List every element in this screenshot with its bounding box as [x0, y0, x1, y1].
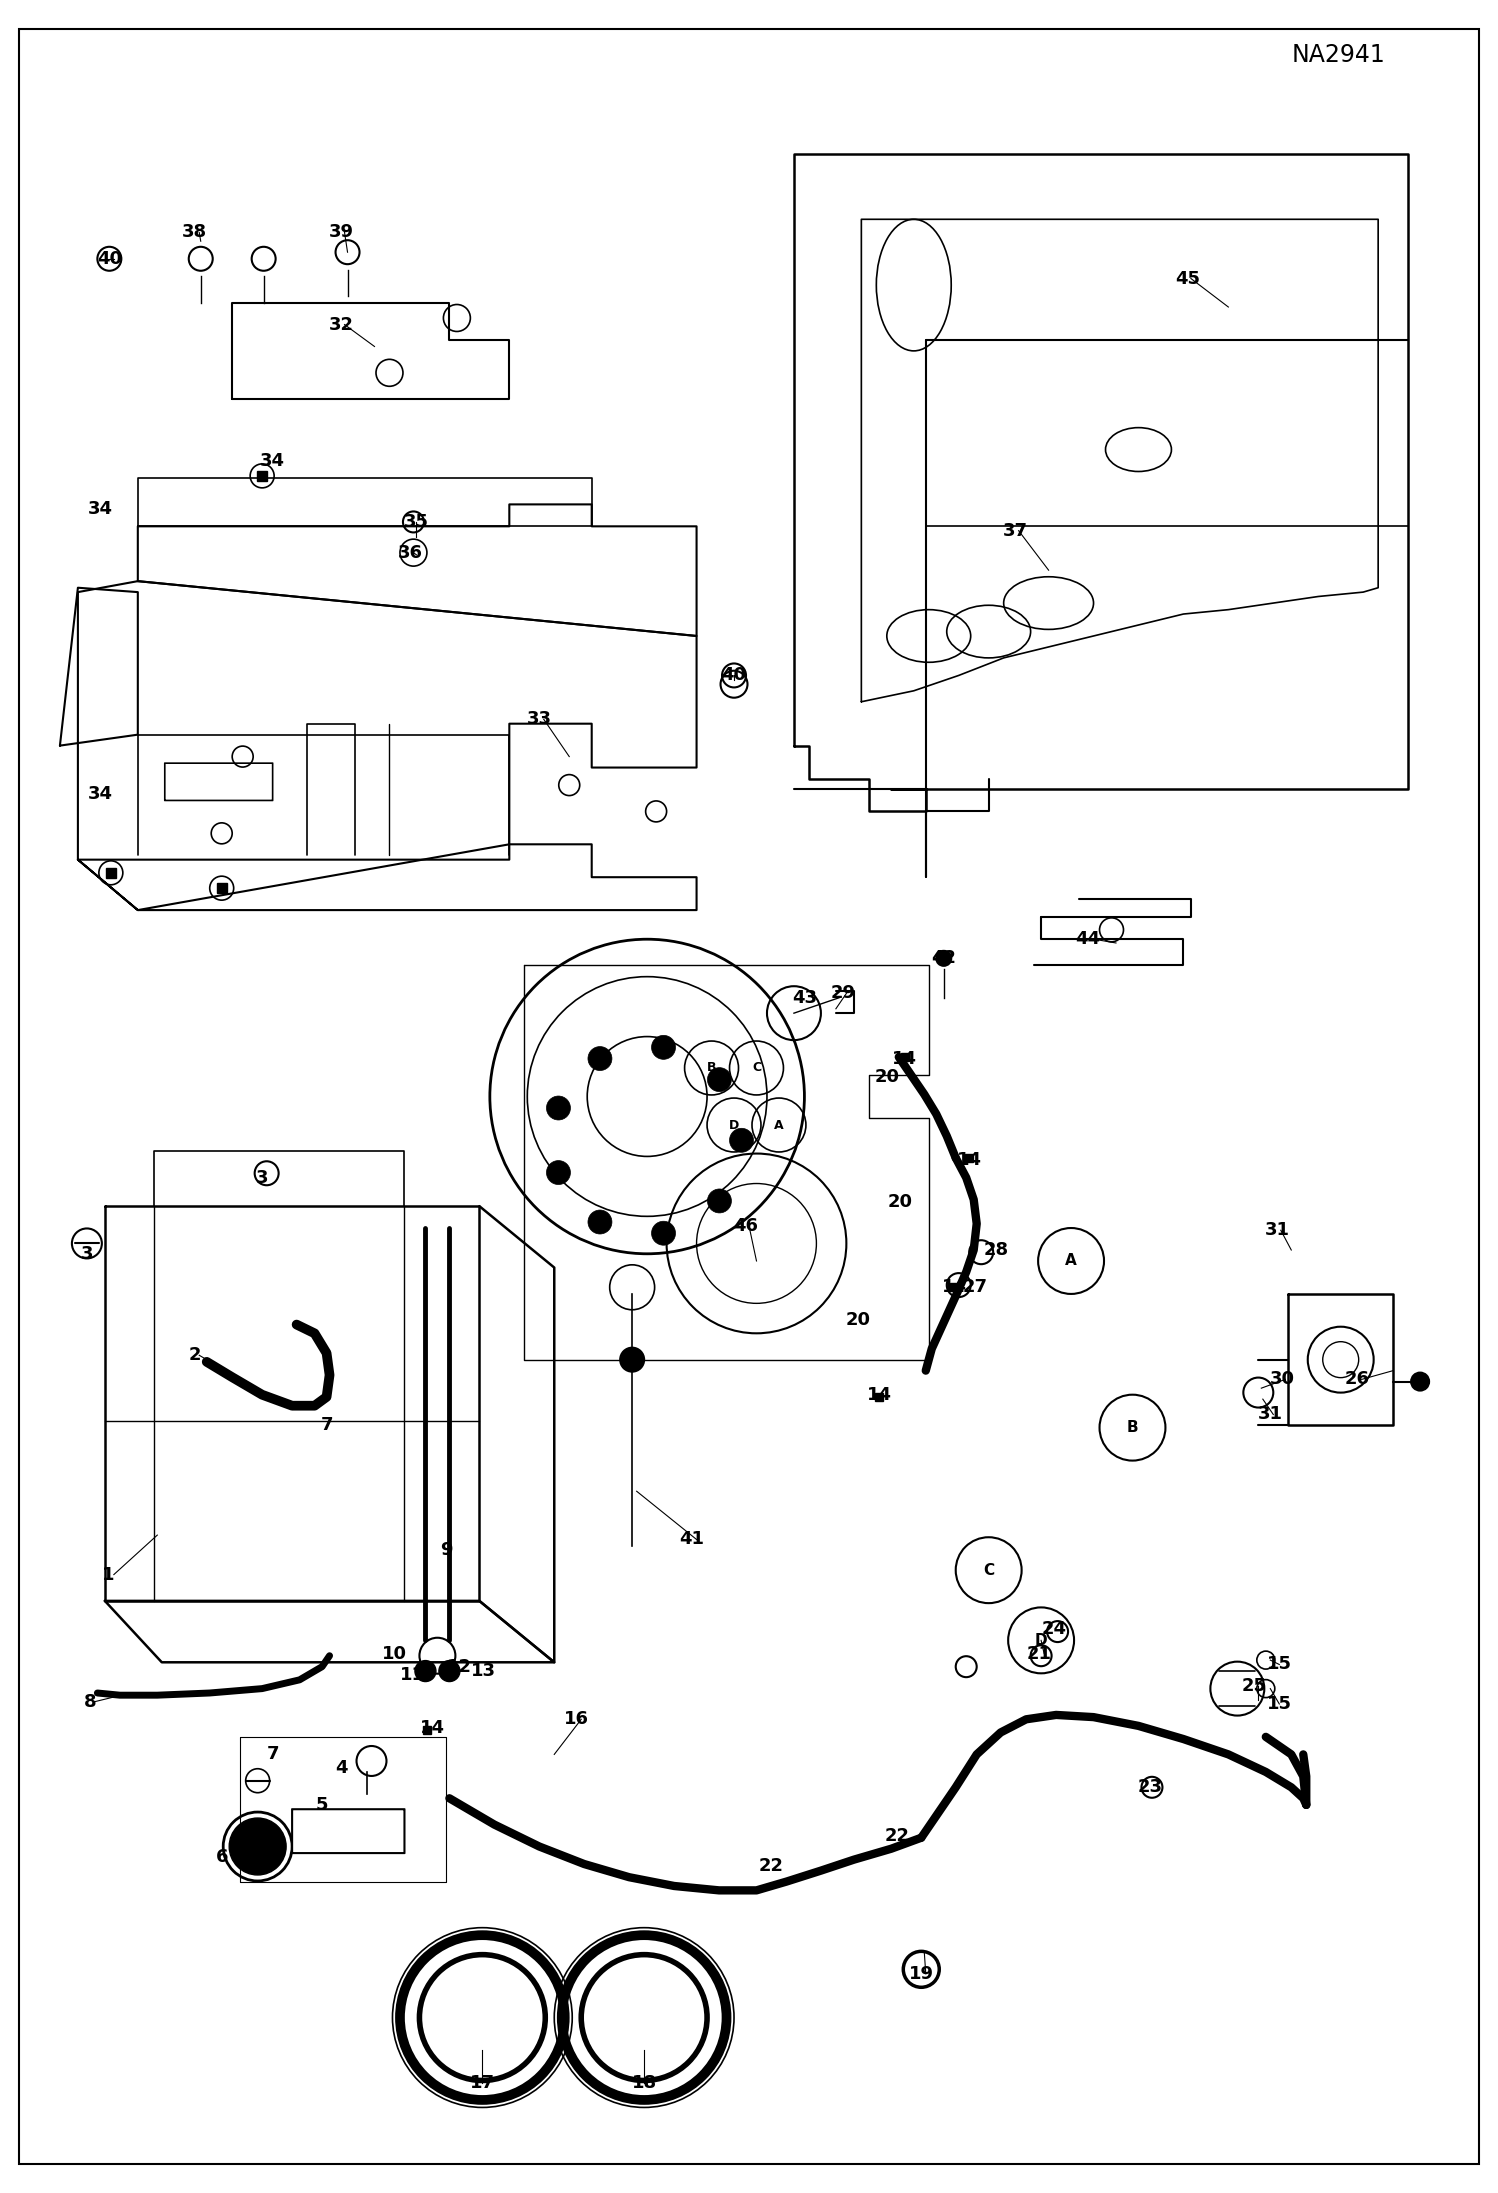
Text: 3: 3 — [256, 1169, 268, 1186]
Text: NA2941: NA2941 — [1291, 44, 1386, 66]
Text: 26: 26 — [1345, 1371, 1369, 1388]
Text: 18: 18 — [632, 2075, 656, 2092]
Circle shape — [415, 1660, 436, 1682]
Bar — [875, 1393, 884, 1401]
Text: 46: 46 — [734, 1217, 758, 1235]
Text: 7: 7 — [321, 1417, 333, 1434]
Circle shape — [439, 1660, 460, 1682]
Text: 28: 28 — [984, 1241, 1008, 1259]
Text: 17: 17 — [470, 2075, 494, 2092]
Text: 34: 34 — [88, 785, 112, 803]
Text: C: C — [983, 1564, 995, 1577]
Text: 11: 11 — [400, 1667, 424, 1684]
Text: 4: 4 — [336, 1759, 348, 1776]
Text: 15: 15 — [1267, 1695, 1291, 1713]
Text: 43: 43 — [792, 989, 816, 1007]
Circle shape — [936, 952, 951, 965]
Text: 13: 13 — [472, 1662, 496, 1680]
Circle shape — [620, 1349, 644, 1371]
Text: 35: 35 — [404, 513, 428, 531]
Text: 34: 34 — [261, 452, 285, 469]
Text: 20: 20 — [888, 1193, 912, 1211]
Text: 14: 14 — [867, 1386, 891, 1404]
Circle shape — [229, 1818, 286, 1875]
FancyBboxPatch shape — [165, 763, 273, 800]
Text: 40: 40 — [722, 667, 746, 684]
Text: 39: 39 — [330, 224, 354, 241]
Circle shape — [730, 1129, 753, 1151]
Bar — [106, 868, 115, 877]
Text: 23: 23 — [1138, 1779, 1162, 1796]
Text: 12: 12 — [448, 1658, 472, 1675]
Text: 14: 14 — [942, 1279, 966, 1296]
Circle shape — [652, 1222, 676, 1246]
Text: 6: 6 — [216, 1849, 228, 1866]
Text: 42: 42 — [932, 950, 956, 967]
Text: 41: 41 — [680, 1531, 704, 1548]
Text: 45: 45 — [1176, 270, 1200, 287]
Text: 32: 32 — [330, 316, 354, 333]
Text: 7: 7 — [267, 1746, 279, 1763]
Text: 19: 19 — [909, 1965, 933, 1982]
Text: D: D — [730, 1118, 739, 1132]
Text: 36: 36 — [398, 544, 422, 561]
Circle shape — [587, 1211, 613, 1235]
Circle shape — [547, 1096, 571, 1121]
Text: 31: 31 — [1266, 1222, 1290, 1239]
Text: 37: 37 — [1004, 522, 1028, 539]
Text: 5: 5 — [316, 1796, 328, 1814]
Bar — [258, 471, 267, 480]
Bar — [950, 1283, 959, 1292]
FancyBboxPatch shape — [292, 1809, 404, 1853]
Text: 30: 30 — [1270, 1371, 1294, 1388]
Text: 3: 3 — [81, 1246, 93, 1263]
Text: A: A — [774, 1118, 783, 1132]
Bar — [900, 1053, 909, 1061]
Text: C: C — [752, 1061, 761, 1075]
Text: 22: 22 — [885, 1827, 909, 1844]
Text: 44: 44 — [1076, 930, 1100, 947]
Text: 2: 2 — [189, 1347, 201, 1364]
Text: 9: 9 — [440, 1542, 452, 1559]
Circle shape — [707, 1068, 731, 1092]
Text: 33: 33 — [527, 711, 551, 728]
Text: 10: 10 — [382, 1645, 406, 1662]
Text: B: B — [707, 1061, 716, 1075]
Text: 1: 1 — [102, 1566, 114, 1583]
Text: 24: 24 — [1043, 1621, 1067, 1638]
Text: 25: 25 — [1242, 1678, 1266, 1695]
Text: 14: 14 — [957, 1151, 981, 1169]
Bar — [217, 884, 226, 893]
Circle shape — [652, 1035, 676, 1059]
Text: 21: 21 — [1028, 1645, 1052, 1662]
Text: 16: 16 — [565, 1711, 589, 1728]
Circle shape — [547, 1160, 571, 1184]
Text: B: B — [1126, 1421, 1138, 1434]
Circle shape — [707, 1189, 731, 1213]
Text: 29: 29 — [831, 985, 855, 1002]
Text: D: D — [1035, 1634, 1047, 1647]
Text: 34: 34 — [88, 500, 112, 518]
Text: 38: 38 — [183, 224, 207, 241]
Text: A: A — [1065, 1254, 1077, 1268]
Circle shape — [1411, 1373, 1429, 1390]
Circle shape — [587, 1046, 611, 1070]
Text: 15: 15 — [1267, 1656, 1291, 1673]
Text: 31: 31 — [1258, 1406, 1282, 1423]
Text: 40: 40 — [97, 250, 121, 268]
Text: 8: 8 — [84, 1693, 96, 1711]
Text: 22: 22 — [759, 1857, 783, 1875]
Text: 14: 14 — [421, 1719, 445, 1737]
Text: 20: 20 — [875, 1068, 899, 1086]
Text: 20: 20 — [846, 1311, 870, 1329]
Bar — [422, 1726, 431, 1735]
Text: 27: 27 — [963, 1279, 987, 1296]
Text: 14: 14 — [893, 1050, 917, 1068]
Bar — [965, 1154, 974, 1162]
